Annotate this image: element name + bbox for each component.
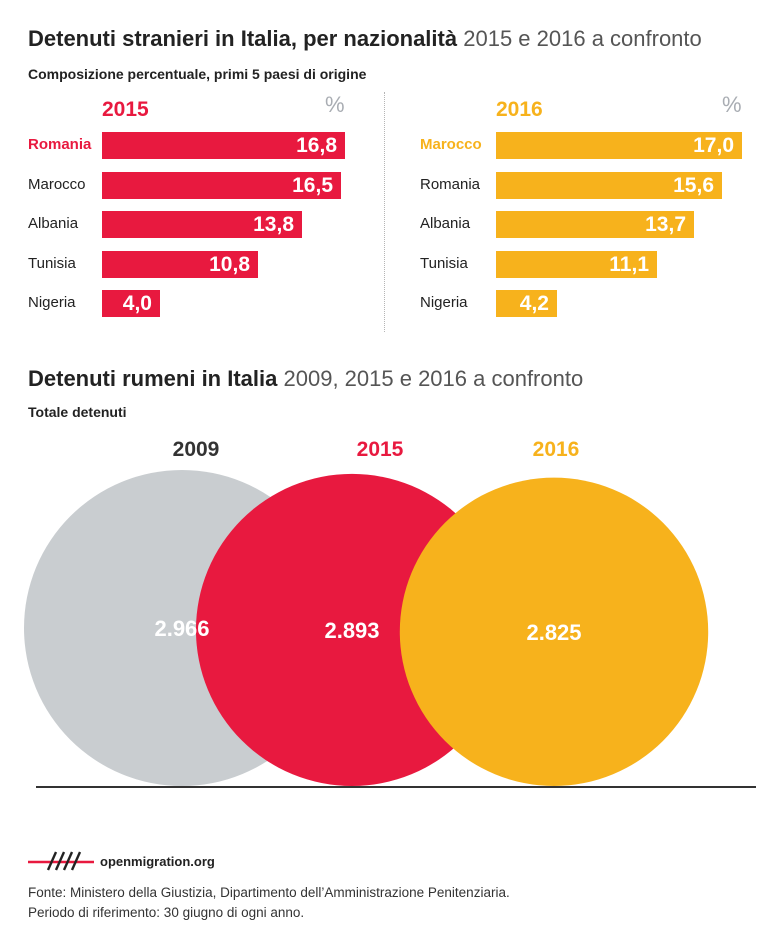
category-label: Albania (420, 215, 471, 232)
bar (102, 250, 258, 278)
bar (102, 211, 302, 238)
circle-year-2016: 2016 (532, 438, 580, 461)
source-line-2: Periodo di riferimento: 30 giugno di ogn… (28, 905, 305, 920)
chart-subtitle-composition: Composizione percentuale, primi 5 paesi … (28, 66, 367, 82)
bar-value-label: 17,0 (693, 134, 734, 157)
bubble-2016 (399, 477, 709, 786)
category-label: Marocco (420, 136, 482, 153)
panel-year-2015: 2015 (102, 98, 149, 121)
bar (496, 211, 694, 238)
panel-year-2016: 2016 (496, 98, 543, 121)
circle-year-2015: 2015 (356, 438, 404, 461)
category-label: Tunisia (420, 254, 468, 272)
bar (496, 250, 657, 278)
bar (496, 171, 722, 199)
bar-value-label: 4,0 (122, 292, 152, 315)
bubble-value-label: 2.966 (154, 616, 209, 641)
bar-value-label: 13,8 (253, 213, 294, 236)
bar-value-label: 16,8 (296, 134, 337, 157)
baseline-rule (36, 786, 756, 788)
chart-subtitle-total: Totale detenuti (28, 404, 127, 420)
source-line-1: Fonte: Ministero della Giustizia, Dipart… (28, 885, 510, 900)
source-note: Fonte: Ministero della Giustizia, Dipart… (28, 883, 510, 923)
bar-value-label: 15,6 (673, 173, 714, 197)
category-label: Albania (28, 215, 79, 232)
bar-value-label: 11,1 (609, 252, 649, 276)
openmigration-logo-icon (28, 851, 94, 871)
panel-unit-2016: % (722, 92, 742, 117)
category-label: Romania (28, 136, 92, 153)
bar (102, 290, 160, 317)
panel-divider (384, 92, 385, 332)
bubble-value-label: 2.893 (324, 618, 379, 643)
chart-title-nationality: Detenuti stranieri in Italia, per nazion… (28, 26, 702, 51)
bar (496, 132, 742, 159)
bar-value-label: 13,7 (645, 213, 686, 236)
panel-unit-2015: % (325, 92, 345, 117)
circle-year-2009: 2009 (172, 438, 220, 461)
chart-title-romanians: Detenuti rumeni in Italia 2009, 2015 e 2… (28, 366, 584, 391)
bar (496, 290, 557, 317)
bar-value-label: 10,8 (209, 252, 250, 276)
bar-value-label: 16,5 (292, 173, 333, 197)
logo-text: openmigration.org (100, 854, 215, 869)
bar-value-label: 4,2 (519, 292, 549, 315)
category-label: Marocco (28, 175, 86, 193)
category-label: Romania (420, 175, 481, 193)
bubble-value-label: 2.825 (526, 620, 581, 645)
category-label: Nigeria (28, 294, 76, 311)
category-label: Tunisia (28, 254, 76, 272)
bar (102, 132, 345, 159)
bar (102, 171, 341, 199)
category-label: Nigeria (420, 294, 468, 311)
